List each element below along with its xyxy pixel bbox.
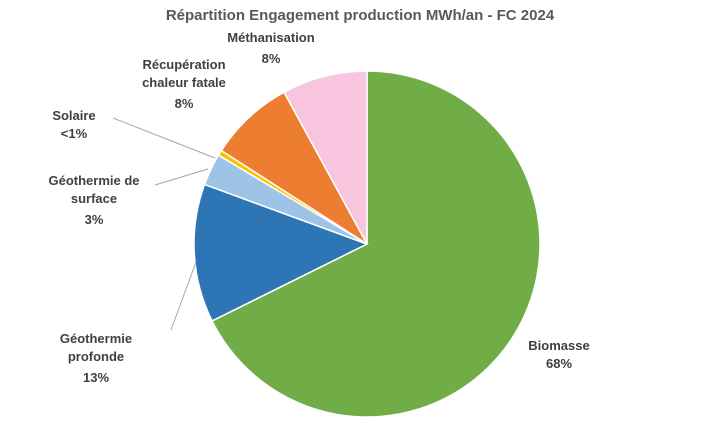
label-geothermie-profonde-name-1: Géothermie bbox=[60, 331, 132, 346]
label-methanisation-name: Méthanisation bbox=[227, 30, 314, 45]
label-geothermie-surface-name-1: Géothermie de bbox=[48, 173, 139, 188]
label-methanisation: Méthanisation 8% bbox=[227, 30, 314, 66]
label-biomasse-name: Biomasse bbox=[528, 338, 589, 353]
label-solaire-name: Solaire bbox=[52, 108, 95, 123]
label-recuperation-name-1: Récupération bbox=[142, 57, 225, 72]
label-solaire: Solaire <1% bbox=[52, 108, 95, 141]
pie-slice-geothermie-profonde bbox=[193, 183, 369, 322]
label-geothermie-profonde: Géothermie profonde 13% bbox=[60, 331, 132, 385]
leader-line-geothermie-profonde bbox=[170, 261, 197, 331]
leader-line-solaire bbox=[112, 117, 216, 159]
label-geothermie-surface-value: 3% bbox=[85, 212, 104, 227]
pie-slice-methanisation bbox=[283, 70, 368, 245]
label-recuperation-name-2: chaleur fatale bbox=[142, 75, 226, 90]
leader-line-geothermie-surface bbox=[154, 168, 209, 186]
label-solaire-value: <1% bbox=[61, 126, 88, 141]
pie-slices bbox=[193, 70, 541, 418]
label-geothermie-surface: Géothermie de surface 3% bbox=[48, 173, 139, 227]
label-recuperation-value: 8% bbox=[175, 96, 194, 111]
label-biomasse-value: 68% bbox=[546, 356, 572, 371]
label-recuperation-chaleur-fatale: Récupération chaleur fatale 8% bbox=[142, 57, 226, 111]
chart-title: Répartition Engagement production MWh/an… bbox=[166, 7, 555, 24]
label-geothermie-surface-name-2: surface bbox=[71, 191, 117, 206]
label-geothermie-profonde-value: 13% bbox=[83, 370, 109, 385]
pie-slice-biomasse bbox=[211, 70, 541, 418]
label-methanisation-value: 8% bbox=[262, 51, 281, 66]
label-geothermie-profonde-name-2: profonde bbox=[68, 349, 124, 364]
label-biomasse: Biomasse 68% bbox=[528, 338, 589, 371]
